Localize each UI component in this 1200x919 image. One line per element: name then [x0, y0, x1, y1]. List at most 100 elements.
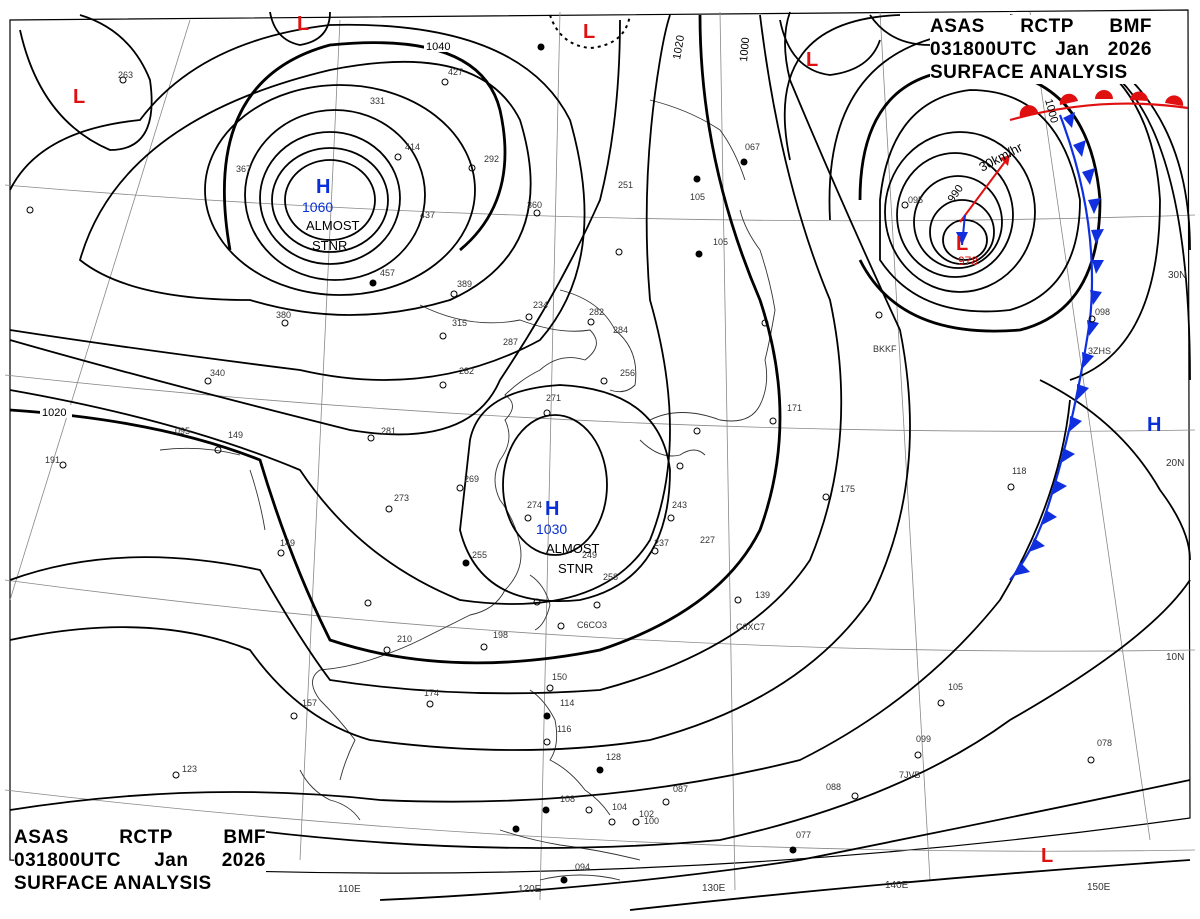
lat-label-10n: 10N — [1166, 652, 1184, 663]
station-pressure-label: 331 — [370, 96, 385, 106]
station-pressure-label: 271 — [546, 393, 561, 403]
station-pressure-label: 287 — [503, 337, 518, 347]
station-pressure-label: 437 — [420, 210, 435, 220]
station-pressure-label: 251 — [618, 180, 633, 190]
station-pressure-label: 102 — [639, 809, 654, 819]
station-pressure-label: 095 — [175, 426, 190, 436]
isobars — [9, 11, 1191, 911]
high-note-1060-line1: ALMOST — [306, 218, 360, 233]
cold-front — [1009, 112, 1104, 581]
station-pressure-label: 274 — [527, 500, 542, 510]
isobar-label-1040: 1040 — [426, 41, 450, 53]
ship-id-labels: BKKF 3ZHS C6XC7 7JVB C6CO3 — [577, 344, 1111, 780]
station-pressure-label: 078 — [1097, 738, 1112, 748]
station-pressure-label: 340 — [210, 368, 225, 378]
pressure-centers: H 1060 ALMOST STNR H 1030 ALMOST STNR H … — [73, 13, 1161, 867]
coastlines — [159, 99, 776, 881]
station-pressure-label: 104 — [612, 802, 627, 812]
footer-month: Jan — [154, 850, 189, 871]
chart-header-top-right: ASAS RCTP BMF 031800UTC Jan 2026 SURFACE… — [930, 15, 1152, 84]
station-pressure-label: 114 — [560, 698, 574, 708]
header-title: SURFACE ANALYSIS — [930, 62, 1128, 83]
station-pressure-label: 263 — [118, 70, 133, 80]
station-pressure-label: 171 — [787, 403, 802, 413]
low-center-top: L — [297, 13, 309, 35]
isobar-label-1020-west: 1020 — [42, 407, 66, 419]
station-pressure-label: 098 — [1095, 307, 1110, 317]
station-pressure-label: 108 — [560, 794, 575, 804]
header-year: 2026 — [1107, 39, 1152, 60]
ship-callsign-label: BKKF — [873, 344, 897, 354]
lat-label-20n: 20N — [1166, 458, 1184, 469]
footer-area-code: ASAS — [14, 827, 69, 848]
station-markers — [26, 43, 1096, 884]
high-value-1030: 1030 — [536, 521, 567, 537]
station-pressure-label: 149 — [228, 430, 243, 440]
footer-year: 2026 — [221, 850, 266, 871]
station-pressure-label: 210 — [397, 634, 412, 644]
graticule — [4, 11, 1196, 901]
station-pressure-label: 414 — [405, 142, 420, 152]
station-pressure-label: 315 — [452, 318, 467, 328]
station-pressure-label: 105 — [948, 682, 963, 692]
station-pressure-label: 116 — [557, 724, 571, 734]
low-center-se: L — [1041, 845, 1053, 867]
station-pressure-label: 389 — [457, 279, 472, 289]
footer-station-code: RCTP — [119, 827, 173, 848]
station-pressure-label: 088 — [826, 782, 841, 792]
isobar-label-1020-north: 1020 — [671, 34, 687, 60]
station-pressure-label: 367 — [236, 164, 251, 174]
high-center-1060: H — [316, 176, 330, 198]
station-pressure-label: 094 — [575, 862, 590, 872]
station-pressure-label: 282 — [459, 366, 474, 376]
header-area-code: ASAS — [930, 16, 985, 37]
station-pressure-label: 191 — [45, 455, 60, 465]
station-pressure-label: 174 — [424, 688, 439, 698]
isobar-label-1000-north: 1000 — [738, 37, 752, 62]
chart-header-bottom-left: ASAS RCTP BMF 031800UTC Jan 2026 SURFACE… — [14, 826, 266, 895]
lat-labels: 30N 20N 10N — [1166, 270, 1186, 663]
station-pressure-label: 118 — [1012, 466, 1026, 476]
footer-valid-time: 031800UTC — [14, 850, 121, 871]
station-pressure-label: 249 — [582, 550, 597, 560]
station-pressure-label: 427 — [448, 67, 463, 77]
station-pressure-label: 234 — [533, 300, 548, 310]
station-pressure-label: 255 — [472, 550, 487, 560]
station-pressure-label: 360 — [527, 200, 542, 210]
station-pressure-label: 256 — [620, 368, 635, 378]
station-pressure-label: 273 — [394, 493, 409, 503]
station-pressure-label: 380 — [276, 310, 291, 320]
high-value-1060: 1060 — [302, 199, 333, 215]
ship-callsign-label: 3ZHS — [1088, 346, 1111, 356]
high-note-1030-line2: STNR — [558, 561, 593, 576]
station-pressure-label: 100 — [644, 816, 659, 826]
station-pressure-label: 237 — [654, 538, 669, 548]
station-pressure-label: 123 — [182, 764, 197, 774]
station-pressure-label: 284 — [613, 325, 628, 335]
high-note-1030-line1: ALMOST — [546, 541, 600, 556]
station-pressure-label: 227 — [700, 535, 715, 545]
header-valid-time: 031800UTC — [930, 39, 1037, 60]
station-pressure-label: 150 — [552, 672, 567, 682]
footer-issuer-code: BMF — [223, 827, 266, 848]
ship-callsign-label: C6XC7 — [736, 622, 765, 632]
header-time-row: 031800UTC Jan 2026 — [930, 38, 1152, 61]
ship-callsign-label: 7JVB — [899, 770, 921, 780]
low-center-978: L — [956, 233, 968, 255]
footer-title: SURFACE ANALYSIS — [14, 873, 212, 894]
low-value-978: 978 — [958, 254, 978, 268]
station-pressure-label: 087 — [673, 784, 688, 794]
station-pressure-label: 243 — [672, 500, 687, 510]
station-labels: 263 427 331 414 292 367 437 360 251 105 067 105 095 3… — [45, 67, 1112, 872]
station-pressure-label: 258 — [603, 572, 618, 582]
station-pressure-label: 292 — [484, 154, 499, 164]
high-note-1060-line2: STNR — [312, 238, 347, 253]
station-pressure-label: 095 — [908, 195, 923, 205]
high-center-1030: H — [545, 498, 559, 520]
station-pressure-label: 175 — [840, 484, 855, 494]
footer-time-row: 031800UTC Jan 2026 — [14, 849, 266, 872]
station-pressure-label: 269 — [464, 474, 479, 484]
station-pressure-label: 105 — [713, 237, 728, 247]
lon-label-110e: 110E — [338, 884, 361, 895]
station-pressure-label: 149 — [280, 538, 295, 548]
